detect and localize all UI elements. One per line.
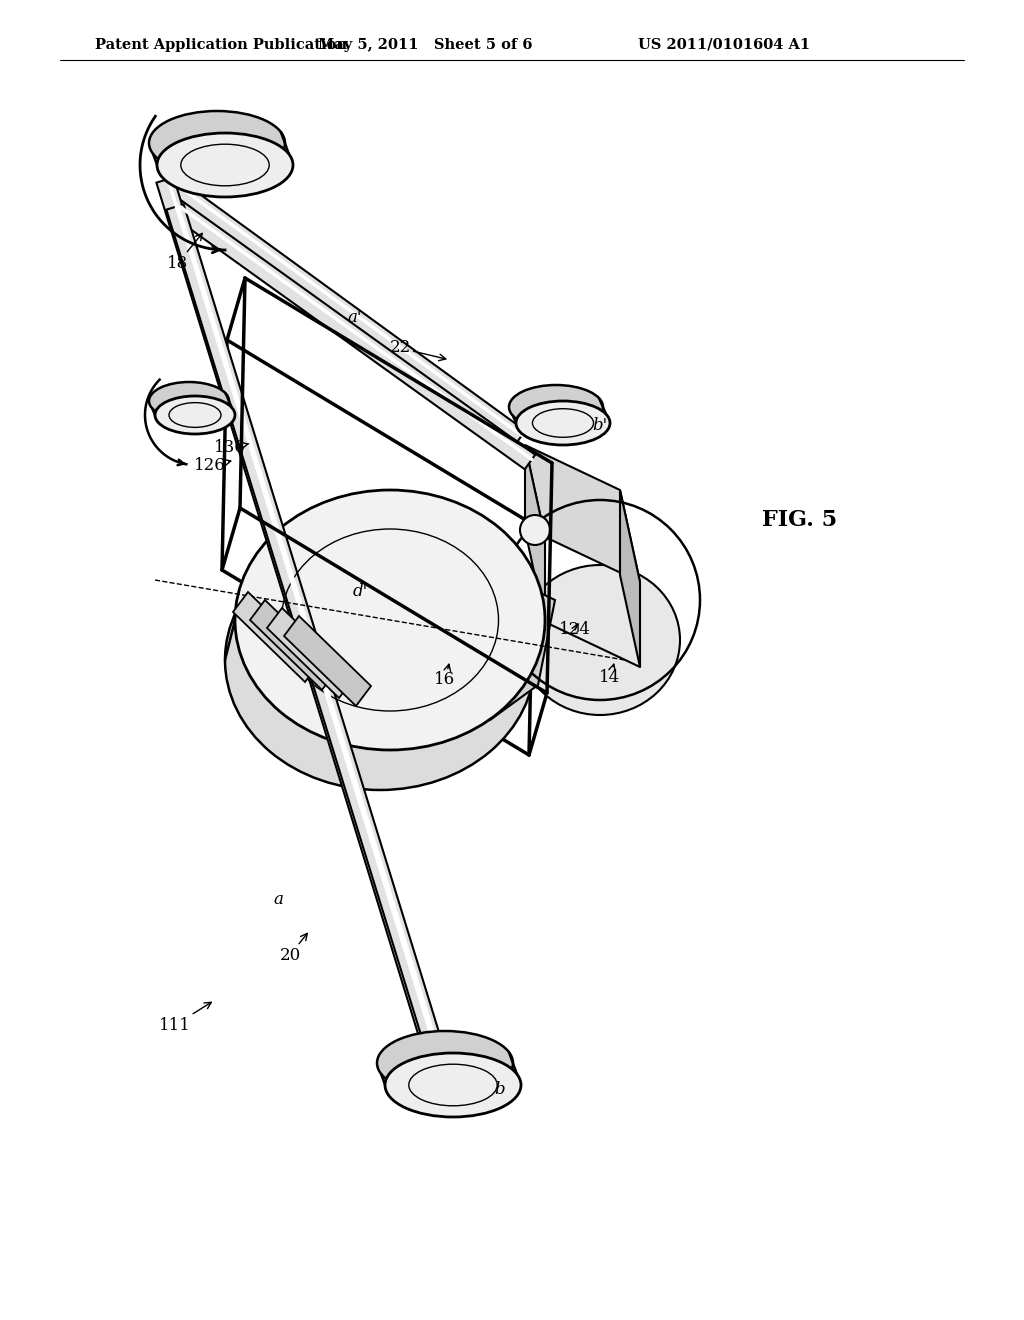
Ellipse shape: [385, 1053, 521, 1117]
Polygon shape: [166, 205, 449, 1069]
Text: 136: 136: [214, 440, 249, 457]
Polygon shape: [267, 609, 354, 698]
Text: Patent Application Publication: Patent Application Publication: [95, 38, 347, 51]
Ellipse shape: [155, 396, 234, 434]
Polygon shape: [365, 540, 555, 719]
Polygon shape: [250, 601, 337, 690]
Text: a': a': [348, 309, 362, 326]
Ellipse shape: [516, 401, 610, 445]
Polygon shape: [525, 445, 640, 582]
Ellipse shape: [157, 133, 293, 197]
Polygon shape: [233, 591, 319, 682]
Text: 22: 22: [389, 339, 445, 360]
Text: FIG. 5: FIG. 5: [762, 510, 838, 531]
Text: b': b': [592, 417, 607, 433]
Polygon shape: [284, 616, 371, 706]
Text: US 2011/0101604 A1: US 2011/0101604 A1: [638, 38, 810, 51]
Text: 111: 111: [159, 1002, 211, 1034]
Text: 124: 124: [559, 622, 591, 639]
Ellipse shape: [225, 531, 535, 789]
Polygon shape: [160, 173, 525, 445]
Ellipse shape: [234, 490, 545, 750]
Ellipse shape: [377, 1031, 513, 1096]
Text: 18: 18: [167, 234, 203, 272]
Ellipse shape: [520, 515, 550, 545]
Text: 20: 20: [280, 933, 307, 964]
Ellipse shape: [520, 565, 680, 715]
Text: b: b: [495, 1081, 505, 1098]
Polygon shape: [170, 199, 536, 470]
Text: May 5, 2011   Sheet 5 of 6: May 5, 2011 Sheet 5 of 6: [317, 38, 532, 51]
Text: 14: 14: [599, 664, 621, 686]
Text: d': d': [352, 583, 368, 601]
Ellipse shape: [509, 385, 603, 429]
Polygon shape: [157, 177, 438, 1044]
Polygon shape: [525, 445, 545, 622]
Ellipse shape: [150, 111, 285, 176]
Ellipse shape: [150, 381, 229, 420]
Text: 126: 126: [195, 458, 230, 474]
Text: 16: 16: [434, 664, 456, 689]
Polygon shape: [620, 490, 640, 667]
Text: a: a: [273, 891, 283, 908]
